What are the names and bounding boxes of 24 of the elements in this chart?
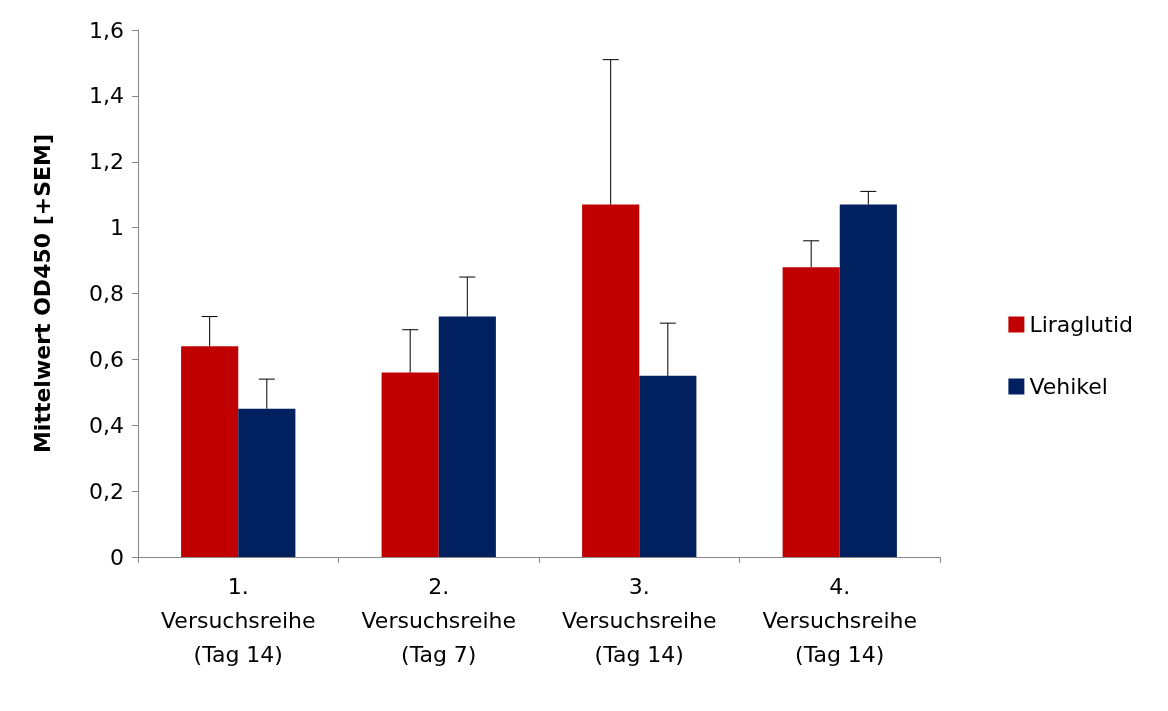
bar bbox=[238, 408, 296, 557]
bar bbox=[839, 204, 897, 557]
bar bbox=[381, 372, 439, 557]
y-tick-label: 0,2 bbox=[89, 478, 124, 504]
bar bbox=[181, 346, 239, 557]
y-tick-label: 1,2 bbox=[89, 149, 124, 175]
legend-label: Liraglutid bbox=[1029, 312, 1134, 337]
x-tick-label: 2. Versuchsreihe (Tag 7) bbox=[361, 573, 517, 667]
bar bbox=[639, 375, 697, 557]
y-tick-label: 1,4 bbox=[89, 83, 124, 109]
y-axis-title: Mittelwert OD450 [+SEM] bbox=[29, 133, 55, 454]
legend-label: Vehikel bbox=[1029, 374, 1108, 399]
y-tick-label: 0,4 bbox=[89, 412, 124, 438]
y-tick-label: 0 bbox=[110, 544, 124, 570]
x-tick-label: 4. Versuchsreihe (Tag 14) bbox=[762, 573, 918, 667]
bar bbox=[438, 316, 496, 557]
x-tick-label: 1. Versuchsreihe (Tag 14) bbox=[160, 573, 316, 667]
y-tick-label: 0,6 bbox=[89, 346, 124, 372]
x-tick-label: 3. Versuchsreihe (Tag 14) bbox=[561, 573, 717, 667]
bar bbox=[582, 204, 640, 557]
y-tick-label: 1 bbox=[110, 215, 124, 241]
bar bbox=[782, 267, 840, 557]
y-tick-label: 1,6 bbox=[89, 17, 124, 43]
y-tick-label: 0,8 bbox=[89, 281, 124, 306]
